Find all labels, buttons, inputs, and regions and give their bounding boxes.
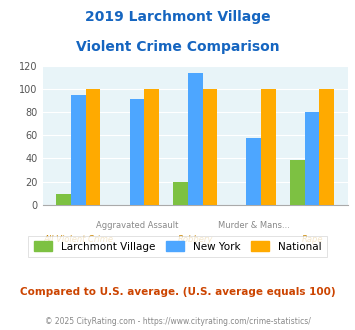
Bar	[246, 138, 261, 205]
Bar	[320, 89, 334, 205]
Bar	[173, 182, 188, 205]
Text: © 2025 CityRating.com - https://www.cityrating.com/crime-statistics/: © 2025 CityRating.com - https://www.city…	[45, 317, 310, 326]
Bar	[203, 89, 217, 205]
Text: Aggravated Assault: Aggravated Assault	[95, 221, 178, 230]
Bar	[144, 89, 159, 205]
Text: Robbery: Robbery	[178, 235, 213, 244]
Text: Violent Crime Comparison: Violent Crime Comparison	[76, 40, 279, 53]
Bar	[261, 89, 275, 205]
Text: All Violent Crime: All Violent Crime	[43, 235, 113, 244]
Bar	[305, 112, 320, 205]
Bar	[86, 89, 100, 205]
Text: Murder & Mans...: Murder & Mans...	[218, 221, 290, 230]
Bar	[290, 160, 305, 205]
Text: 2019 Larchmont Village: 2019 Larchmont Village	[85, 10, 270, 24]
Legend: Larchmont Village, New York, National: Larchmont Village, New York, National	[28, 236, 327, 257]
Text: Compared to U.S. average. (U.S. average equals 100): Compared to U.S. average. (U.S. average …	[20, 287, 335, 297]
Bar	[71, 95, 86, 205]
Bar	[56, 194, 71, 205]
Bar	[188, 73, 203, 205]
Bar	[130, 100, 144, 205]
Text: Rape: Rape	[301, 235, 323, 244]
